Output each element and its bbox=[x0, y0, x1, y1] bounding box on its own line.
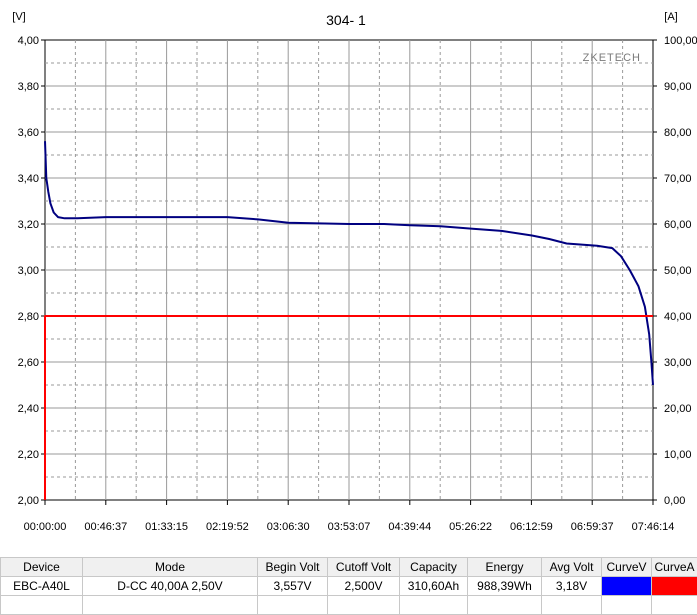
table-empty-row bbox=[1, 596, 697, 615]
right-y-tick-label: 20,00 bbox=[664, 403, 692, 415]
right-y-tick-label: 100,00 bbox=[664, 35, 697, 47]
left-y-tick-label: 2,20 bbox=[18, 449, 39, 461]
left-y-tick-label: 3,20 bbox=[18, 219, 39, 231]
header-energy: Energy bbox=[468, 558, 542, 577]
result-table: Device Mode Begin Volt Cutoff Volt Capac… bbox=[0, 557, 697, 615]
x-tick-label: 03:06:30 bbox=[267, 521, 310, 533]
chart-title: 304- 1 bbox=[326, 12, 366, 28]
header-curve-v: CurveV bbox=[602, 558, 652, 577]
discharge-chart: 304- 1 [V] [A] 2,00 2,20 2,40 2,60 2,80 3,00 3… bbox=[0, 0, 697, 556]
header-avg-volt: Avg Volt bbox=[542, 558, 602, 577]
right-y-tick-labels: 0,00 10,00 20,00 30,00 40,00 50,00 60,00 70,00 8… bbox=[664, 35, 697, 507]
left-y-tick-label: 2,80 bbox=[18, 311, 39, 323]
right-y-tick-label: 90,00 bbox=[664, 81, 692, 93]
table-header-row: Device Mode Begin Volt Cutoff Volt Capac… bbox=[1, 558, 697, 577]
left-y-tick-label: 2,60 bbox=[18, 357, 39, 369]
x-tick-label: 06:59:37 bbox=[571, 521, 614, 533]
x-tick-labels: 00:00:00 00:46:37 01:33:15 02:19:52 03:06:30… bbox=[24, 521, 675, 533]
left-y-tick-label: 2,00 bbox=[18, 495, 39, 507]
x-tick-label: 05:26:22 bbox=[449, 521, 492, 533]
x-tick-label: 04:39:44 bbox=[388, 521, 431, 533]
x-tick-label: 06:12:59 bbox=[510, 521, 553, 533]
right-y-tick-label: 50,00 bbox=[664, 265, 692, 277]
x-tick-label: 01:33:15 bbox=[145, 521, 188, 533]
cell-mode: D-CC 40,00A 2,50V bbox=[83, 577, 258, 596]
table-row[interactable]: EBC-A40L D-CC 40,00A 2,50V 3,557V 2,500V… bbox=[1, 577, 697, 596]
x-tick-label: 03:53:07 bbox=[328, 521, 371, 533]
left-y-tick-label: 3,00 bbox=[18, 265, 39, 277]
left-y-tick-label: 2,40 bbox=[18, 403, 39, 415]
right-y-tick-label: 30,00 bbox=[664, 357, 692, 369]
right-axis-unit: [A] bbox=[664, 11, 677, 23]
header-mode: Mode bbox=[83, 558, 258, 577]
x-tick-label: 00:00:00 bbox=[24, 521, 67, 533]
x-tick-label: 07:46:14 bbox=[632, 521, 675, 533]
watermark: ZKETECH bbox=[583, 52, 641, 64]
cell-capacity: 310,60Ah bbox=[400, 577, 468, 596]
left-y-tick-label: 3,80 bbox=[18, 81, 39, 93]
right-y-tick-label: 10,00 bbox=[664, 449, 692, 461]
header-capacity: Capacity bbox=[400, 558, 468, 577]
right-y-tick-label: 80,00 bbox=[664, 127, 692, 139]
left-y-tick-label: 3,40 bbox=[18, 173, 39, 185]
right-y-tick-label: 0,00 bbox=[664, 495, 685, 507]
cell-device: EBC-A40L bbox=[1, 577, 83, 596]
header-curve-a: CurveA bbox=[652, 558, 697, 577]
right-y-tick-label: 60,00 bbox=[664, 219, 692, 231]
right-y-tick-label: 40,00 bbox=[664, 311, 692, 323]
curve-a-color-swatch[interactable] bbox=[652, 577, 697, 596]
grid-lines bbox=[45, 40, 653, 500]
left-y-tick-label: 4,00 bbox=[18, 35, 39, 47]
curve-v-color-swatch[interactable] bbox=[602, 577, 652, 596]
x-tick-label: 00:46:37 bbox=[84, 521, 127, 533]
header-device: Device bbox=[1, 558, 83, 577]
left-axis-unit: [V] bbox=[12, 11, 25, 23]
right-y-tick-label: 70,00 bbox=[664, 173, 692, 185]
cell-avg-volt: 3,18V bbox=[542, 577, 602, 596]
header-cutoff-volt: Cutoff Volt bbox=[328, 558, 400, 577]
left-y-tick-label: 3,60 bbox=[18, 127, 39, 139]
header-begin-volt: Begin Volt bbox=[258, 558, 328, 577]
cell-energy: 988,39Wh bbox=[468, 577, 542, 596]
left-y-tick-labels: 2,00 2,20 2,40 2,60 2,80 3,00 3,20 3,40 3,60 3,80… bbox=[18, 35, 39, 507]
x-tick-label: 02:19:52 bbox=[206, 521, 249, 533]
cell-cutoff-volt: 2,500V bbox=[328, 577, 400, 596]
cell-begin-volt: 3,557V bbox=[258, 577, 328, 596]
